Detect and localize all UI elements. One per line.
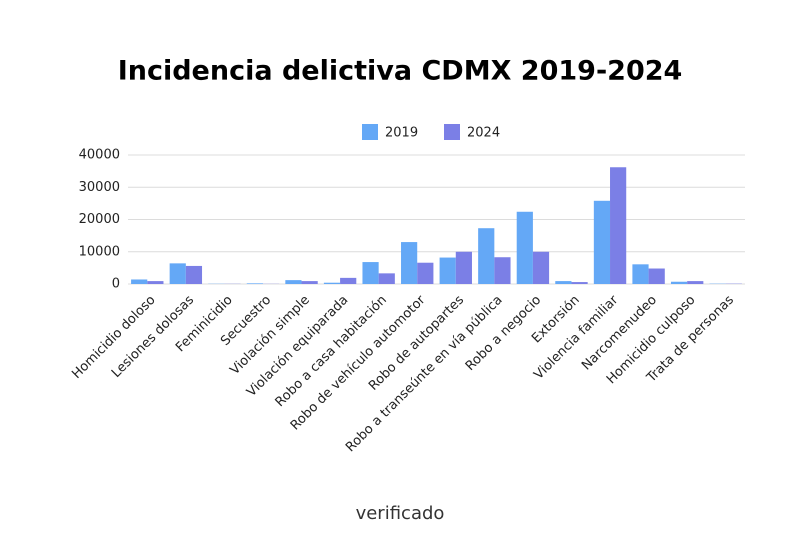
bar <box>593 200 611 284</box>
legend-label: 2019 <box>385 126 418 141</box>
bar <box>246 283 263 284</box>
bar <box>378 273 395 284</box>
bar <box>417 262 434 284</box>
bar <box>301 281 318 284</box>
bar <box>670 281 688 284</box>
bar <box>401 242 418 284</box>
bar <box>185 265 203 284</box>
legend-swatch <box>444 124 460 140</box>
y-tick-label: 10000 <box>79 244 120 259</box>
bar <box>147 281 164 284</box>
bar <box>169 263 186 284</box>
bar <box>687 281 704 284</box>
y-tick-label: 40000 <box>79 148 120 163</box>
bar <box>648 268 665 284</box>
legend-swatch <box>362 124 378 140</box>
bar <box>555 281 572 284</box>
bar <box>516 211 533 284</box>
bar <box>285 280 302 284</box>
bar <box>478 228 495 284</box>
legend-label: 2024 <box>467 126 500 141</box>
y-tick-label: 20000 <box>79 212 120 227</box>
bar <box>532 251 550 284</box>
bar <box>362 262 379 284</box>
bar <box>610 167 627 284</box>
bar <box>455 251 472 284</box>
logo: verificado <box>356 503 445 524</box>
bar <box>131 279 148 284</box>
chart-title: Incidencia delictiva CDMX 2019-2024 <box>118 56 683 87</box>
bar <box>340 277 357 284</box>
bar <box>632 264 649 284</box>
bar <box>323 282 341 284</box>
bar <box>571 282 588 284</box>
y-tick-label: 0 <box>112 277 120 292</box>
bar <box>439 257 456 284</box>
bar <box>494 257 511 284</box>
y-tick-label: 30000 <box>79 180 120 195</box>
